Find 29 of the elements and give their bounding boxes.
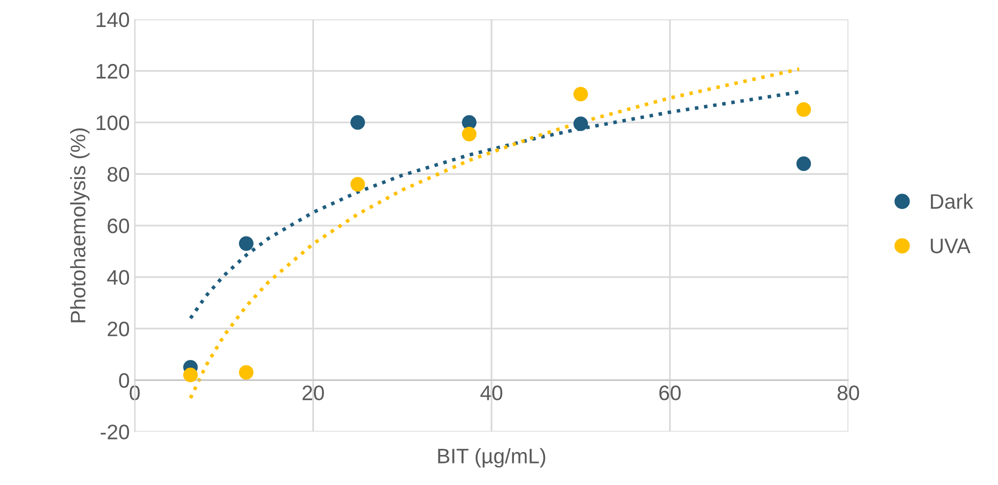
point	[238, 365, 254, 380]
point	[350, 115, 366, 130]
point	[462, 126, 476, 142]
point	[183, 368, 198, 382]
y-tick-label: -20	[100, 424, 130, 440]
y-tick-label: 0	[119, 373, 130, 388]
x-tick-label: 80	[838, 386, 860, 400]
x-axis-title: BIT (µg/mL)	[438, 448, 546, 468]
x-tick-label: 60	[659, 386, 681, 400]
x-tick-label: 0	[130, 386, 140, 400]
point	[573, 86, 588, 102]
y-tick-label: 40	[107, 270, 130, 285]
point	[796, 156, 811, 171]
y-tick-label: 100	[96, 115, 130, 130]
line-series	[188, 90, 801, 320]
y-tick-label: 120	[96, 64, 130, 79]
point	[238, 236, 254, 251]
point	[573, 116, 588, 132]
x-tick-label: 40	[480, 386, 502, 400]
point	[796, 102, 811, 117]
legend-label: Dark	[930, 194, 974, 209]
y-axis-title: Photohaemolysis (%)	[70, 128, 90, 322]
y-tick-label: 60	[108, 218, 130, 234]
legend-label: UVA	[930, 238, 970, 254]
point	[350, 177, 366, 192]
y-tick-label: 80	[108, 166, 130, 182]
y-tick-label: 140	[96, 12, 130, 28]
x-tick-label: 20	[302, 386, 324, 400]
y-tick-label: 20	[108, 322, 130, 336]
